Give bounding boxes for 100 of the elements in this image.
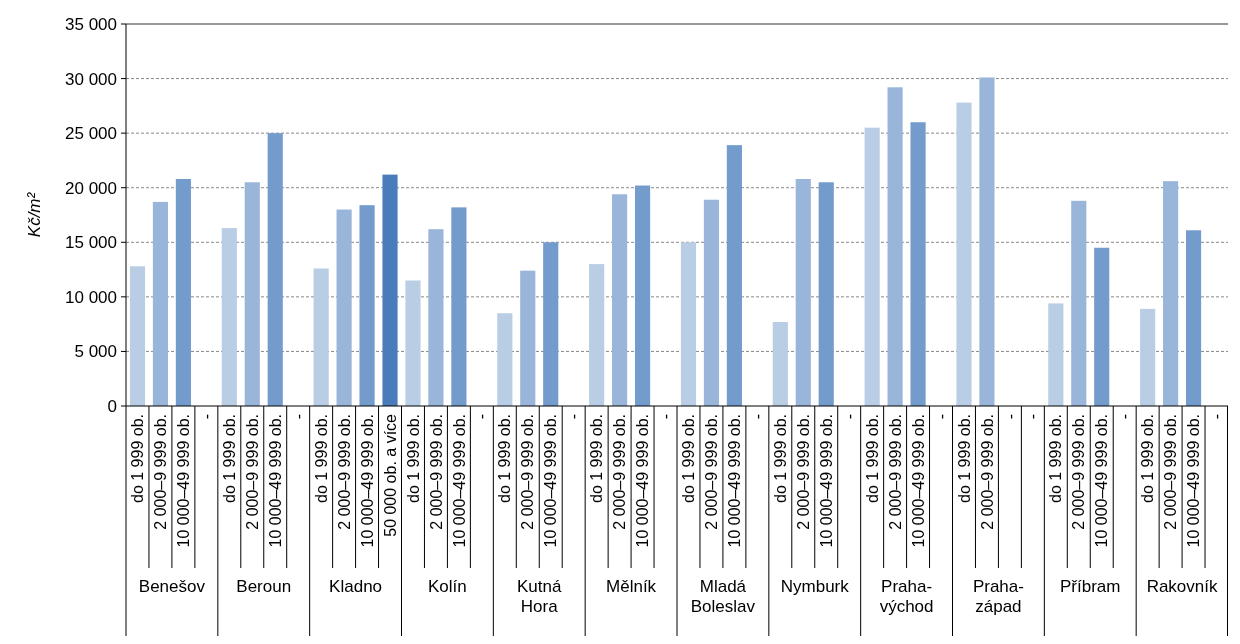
x-tick-label: do 1 999 ob. <box>863 414 881 503</box>
x-tick-label: 2 000–9 999 ob. <box>335 414 353 530</box>
bar <box>634 185 651 406</box>
bar <box>887 87 903 406</box>
bar <box>795 178 811 406</box>
y-tick-label: 35 000 <box>65 14 117 34</box>
bar <box>175 178 191 406</box>
text: Beroun <box>236 577 292 596</box>
bar <box>221 228 237 406</box>
bar <box>612 194 628 406</box>
x-tick-label: do 1 999 ob. <box>129 414 147 503</box>
text: Příbram <box>1060 577 1121 596</box>
bar <box>382 174 398 406</box>
x-tick-label: 10 000–49 999 ob. <box>1185 414 1203 548</box>
bar <box>703 199 720 406</box>
bar <box>428 229 444 406</box>
x-tick-label: do 1 999 ob. <box>771 414 789 503</box>
x-tick-label: do 1 999 ob. <box>312 414 330 503</box>
x-tick-label: do 1 999 ob. <box>680 414 698 503</box>
x-tick-label: 10 000–49 999 ob. <box>542 414 560 548</box>
x-tick-label: - <box>840 414 858 420</box>
y-tick-label: 0 <box>107 396 117 416</box>
bar <box>451 207 467 406</box>
x-tick-label: 10 000–49 999 ob. <box>358 414 376 548</box>
x-tick-label: - <box>289 414 307 420</box>
text: Nymburk <box>780 577 850 596</box>
bar <box>680 242 697 406</box>
text: Praha-východ <box>879 577 934 616</box>
text: Mladá Boleslav <box>690 577 756 616</box>
x-tick-label: 10 000–49 999 ob. <box>175 414 192 548</box>
x-tick-label: 10 000–49 999 ob. <box>450 414 468 548</box>
bar <box>1140 308 1156 406</box>
x-tick-label: 10 000–49 999 ob. <box>266 414 284 548</box>
x-tick-label: do 1 999 ob. <box>588 414 606 503</box>
x-tick-label: do 1 999 ob. <box>496 414 514 503</box>
bar <box>1163 181 1179 406</box>
x-tick-label: 2 000–9 999 ob. <box>886 414 904 530</box>
bar <box>910 122 926 406</box>
bar <box>497 313 513 406</box>
bar <box>1094 247 1110 406</box>
x-tick-label: - <box>197 414 215 420</box>
x-tick-label: 2 000–9 999 ob. <box>611 414 629 530</box>
x-tick-label: 2 000–9 999 ob. <box>794 414 812 530</box>
bar <box>267 133 283 406</box>
bar <box>1071 200 1087 406</box>
y-axis-title: Kč/m² <box>25 191 44 238</box>
x-tick-label: 10 000–49 999 ob. <box>634 414 652 548</box>
x-tick-label: do 1 999 ob. <box>1047 414 1065 503</box>
text: Kutná Hora <box>517 577 562 616</box>
x-tick-label: do 1 999 ob. <box>1139 414 1157 503</box>
y-tick-label: 5 000 <box>74 342 117 362</box>
x-tick-label: 2 000–9 999 ob. <box>519 414 537 530</box>
text: Kladno <box>329 577 383 596</box>
bar <box>979 77 995 406</box>
bar <box>1185 230 1202 406</box>
bar <box>726 145 742 406</box>
bar <box>405 280 421 406</box>
x-tick-label: - <box>748 414 766 420</box>
x-tick-label: 10 000–49 999 ob. <box>817 414 835 548</box>
bar <box>336 209 352 406</box>
text: Kolín <box>428 577 467 596</box>
x-tick-label: 2 000–9 999 ob. <box>1070 414 1088 530</box>
x-tick-label: do 1 999 ob. <box>404 414 422 503</box>
y-tick-label: 15 000 <box>65 233 117 253</box>
x-tick-label: 2 000–9 999 ob. <box>427 414 445 530</box>
x-tick-label: - <box>473 414 491 420</box>
y-tick-label: 10 000 <box>65 287 117 307</box>
x-tick-label: 50 000 ob. a více <box>381 413 399 537</box>
y-tick-label: 20 000 <box>65 178 117 198</box>
text: Praha-západ <box>972 577 1024 616</box>
x-tick-label: 2 000–9 999 ob. <box>1162 414 1180 530</box>
x-tick-label: 2 000–9 999 ob. <box>152 414 170 530</box>
x-tick-label: do 1 999 ob. <box>955 414 973 503</box>
text: Rakovník <box>1146 577 1219 596</box>
x-tick-label: - <box>1001 414 1019 420</box>
bar <box>244 182 260 406</box>
text: Benešov <box>138 577 206 596</box>
bar <box>864 127 880 406</box>
x-tick-label: 2 000–9 999 ob. <box>978 414 996 530</box>
x-tick-label: - <box>1208 414 1226 420</box>
x-tick-label: 2 000–9 999 ob. <box>703 414 721 530</box>
bar <box>152 201 169 406</box>
bar <box>313 268 329 406</box>
y-tick-label: 25 000 <box>65 124 117 144</box>
bar <box>818 182 834 406</box>
bar <box>543 242 559 406</box>
x-tick-label: do 1 999 ob. <box>220 414 238 503</box>
bar <box>520 270 536 406</box>
x-tick-label: 10 000–49 999 ob. <box>1093 414 1111 548</box>
bar <box>956 102 972 406</box>
x-tick-label: - <box>1116 414 1134 420</box>
x-tick-label: - <box>1024 414 1042 420</box>
x-tick-label: - <box>565 414 583 420</box>
bar <box>589 264 605 406</box>
x-tick-label: - <box>657 414 675 420</box>
x-tick-label: - <box>932 414 950 420</box>
bar <box>359 205 375 406</box>
x-tick-label: 10 000–49 999 ob. <box>909 414 927 548</box>
text: Mělník <box>606 577 657 596</box>
x-tick-label: 10 000–49 999 ob. <box>726 414 743 548</box>
